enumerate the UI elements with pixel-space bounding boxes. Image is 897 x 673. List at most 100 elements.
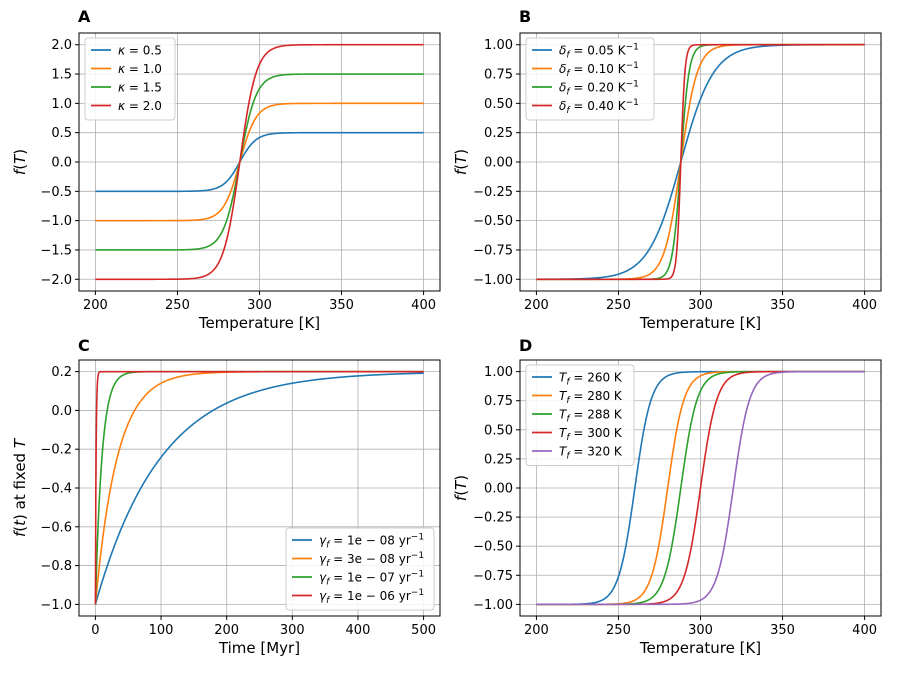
y-tick-label: 0.0 (51, 156, 72, 171)
series-line-1 (95, 131, 424, 193)
series-line-1 (94, 372, 424, 605)
series-line-3 (95, 73, 424, 251)
y-tick-label: −0.25 (473, 511, 513, 526)
x-axis-label: Temperature [K] (198, 314, 320, 332)
x-tick-label: 250 (606, 623, 631, 638)
y-axis-label: f(t) at fixed T (11, 437, 29, 537)
legend: δf = 0.05 K−1δf = 0.10 K−1δf = 0.20 K−1δ… (525, 37, 655, 121)
legend-entry: γf = 1e − 07 yr−1 (319, 570, 424, 588)
legend-entry: κ = 2.0 (118, 99, 162, 113)
series-line-5 (536, 370, 865, 606)
y-tick-label: −1.5 (40, 243, 72, 258)
x-tick-label: 300 (688, 298, 713, 313)
x-tick-label: 100 (149, 623, 174, 638)
y-tick-label: 0.2 (51, 365, 72, 380)
legend-entry: γf = 1e − 08 yr−1 (319, 533, 424, 551)
legend-entry: κ = 1.5 (118, 81, 162, 95)
y-tick-label: 1.0 (51, 97, 72, 112)
y-tick-label: 1.00 (484, 365, 513, 380)
legend-entry: δf = 0.40 K−1 (559, 98, 639, 116)
x-tick-label: 200 (524, 298, 549, 313)
y-tick-label: −0.8 (40, 559, 72, 574)
x-tick-label: 300 (280, 623, 305, 638)
y-tick-label: −0.50 (473, 214, 513, 229)
y-tick-label: 0.75 (484, 68, 513, 83)
y-tick-label: −1.0 (40, 598, 72, 613)
y-tick-label: −1.00 (473, 273, 513, 288)
legend-box (285, 527, 435, 611)
y-tick-label: −0.6 (40, 520, 72, 535)
x-axis-label: Temperature [K] (639, 639, 761, 657)
x-axis-label: Temperature [K] (639, 314, 761, 332)
x-tick-label: 300 (247, 298, 272, 313)
x-tick-label: 250 (165, 298, 190, 313)
y-axis-label: f(T) (11, 149, 29, 175)
y-tick-label: 1.5 (51, 68, 72, 83)
legend: γf = 1e − 08 yr−1γf = 3e − 08 yr−1γf = 1… (285, 527, 435, 611)
x-tick-label: 400 (411, 298, 436, 313)
legend-entry: δf = 0.10 K−1 (559, 61, 639, 79)
y-tick-label: 0.25 (484, 452, 513, 467)
x-tick-label: 200 (214, 623, 239, 638)
legend-entry: κ = 1.0 (118, 62, 162, 76)
y-tick-label: −0.75 (473, 569, 513, 584)
legend-entry: δf = 0.05 K−1 (559, 43, 639, 61)
legend-entry: κ = 0.5 (118, 44, 162, 58)
series-line-4 (94, 370, 424, 605)
y-tick-label: 2.0 (51, 38, 72, 53)
x-tick-label: 0 (91, 623, 99, 638)
legend: κ = 0.5 κ = 1.0 κ = 1.5 κ = 2.0 (84, 37, 176, 121)
panel-label: C (78, 336, 90, 355)
plot-frame (519, 32, 882, 292)
x-tick-label: 200 (524, 623, 549, 638)
y-tick-label: −0.5 (40, 185, 72, 200)
panel-b: B 200 250 300 350 400 −1.00 −0.75 −0.50 −0.25 0.00… (452, 7, 882, 332)
legend-entry: γf = 3e − 08 yr−1 (319, 551, 424, 569)
plot-frame (519, 359, 882, 617)
y-tick-label: −1.00 (473, 598, 513, 613)
y-tick-label: −0.25 (473, 185, 513, 200)
x-tick-label: 350 (329, 298, 354, 313)
y-tick-label: −0.75 (473, 243, 513, 258)
y-axis-label: f(T) (452, 149, 470, 175)
plot-frame (78, 32, 441, 292)
y-tick-label: 0.0 (51, 404, 72, 419)
legend-entry: Tf = 280 K (559, 389, 623, 406)
x-tick-label: 250 (606, 298, 631, 313)
legend-entry: γf = 1e − 06 yr−1 (319, 588, 424, 606)
y-tick-label: −1.0 (40, 214, 72, 229)
x-tick-label: 200 (83, 298, 108, 313)
panel-label: D (519, 336, 532, 355)
y-tick-label: −0.2 (40, 443, 72, 458)
x-axis-label: Time [Myr] (218, 639, 300, 657)
y-tick-label: 0.00 (484, 482, 513, 497)
y-tick-label: 0.00 (484, 156, 513, 171)
plot-frame (78, 359, 441, 617)
legend-entry: Tf = 320 K (559, 445, 623, 462)
series-line-4 (536, 43, 865, 281)
legend-box (84, 37, 176, 121)
panel-a: A 200 250 300 350 400 −2.0 −1.5 −1.0 −0.5 0.0 0.5 1.… (11, 7, 441, 332)
series-line-4 (95, 43, 424, 281)
legend-entry: Tf = 260 K (559, 371, 623, 388)
x-tick-label: 350 (770, 298, 795, 313)
x-tick-label: 350 (770, 623, 795, 638)
x-tick-label: 400 (852, 623, 877, 638)
y-tick-label: 0.75 (484, 394, 513, 409)
series-line-2 (95, 102, 424, 222)
legend-box (525, 37, 655, 121)
x-tick-label: 400 (852, 298, 877, 313)
y-tick-label: −0.50 (473, 540, 513, 555)
panel-d: D 200 250 300 350 400 −1.00 −0.75 −0.50 −0.25 0.00… (452, 336, 882, 657)
x-tick-label: 300 (688, 623, 713, 638)
legend-entry: Tf = 288 K (559, 408, 623, 425)
x-tick-label: 400 (346, 623, 371, 638)
y-tick-label: 0.50 (484, 97, 513, 112)
legend-entry: δf = 0.20 K−1 (559, 80, 639, 98)
y-tick-label: −2.0 (40, 273, 72, 288)
panel-label: B (519, 7, 531, 26)
y-tick-label: 1.00 (484, 38, 513, 53)
legend: Tf = 260 KTf = 280 K Tf = 288 KTf = 300 K… (525, 364, 635, 466)
x-tick-label: 500 (411, 623, 436, 638)
